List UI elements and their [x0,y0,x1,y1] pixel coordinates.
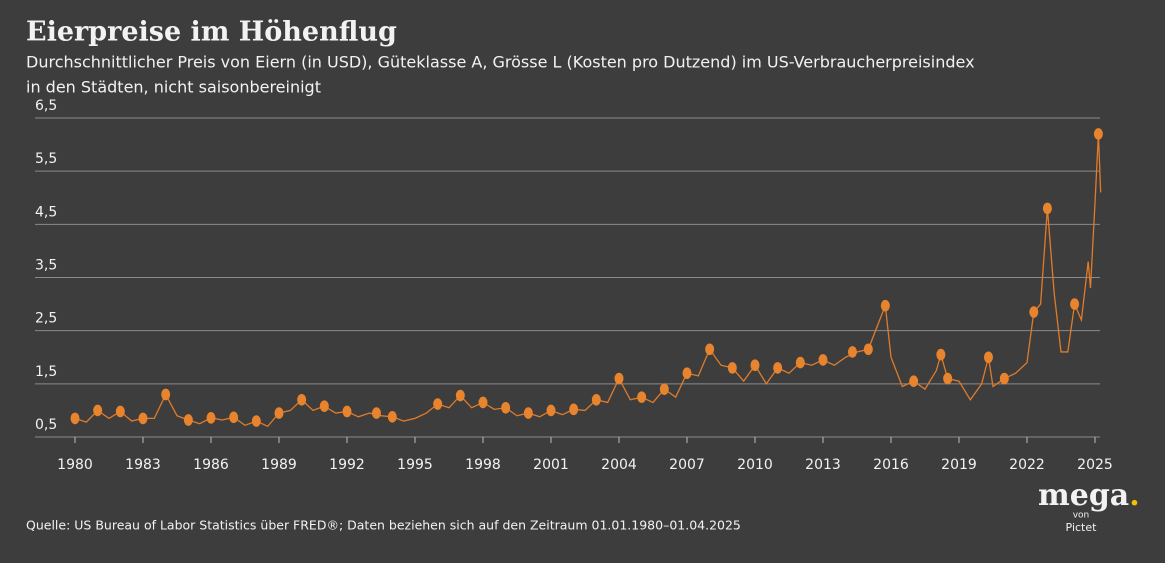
egg-marker [659,383,669,395]
egg-marker [387,410,397,423]
x-tick-label: 2004 [601,457,637,473]
egg-marker [70,412,80,425]
egg-marker [880,299,890,312]
y-tick-label: 2,5 [35,311,57,327]
egg-marker [999,372,1009,385]
y-tick-label: 1,5 [35,364,57,380]
y-tick-label: 6,5 [35,98,57,114]
egg-marker [818,354,828,366]
brand-dot: . [1129,478,1139,513]
y-tick-label: 5,5 [35,151,57,167]
y-tick-label: 0,5 [35,417,57,433]
subtitle: in den Städten, nicht saisonbereinigt [26,78,321,97]
egg-marker [523,407,533,419]
egg-marker [161,388,171,401]
x-tick-label: 2010 [737,457,773,473]
x-tick-label: 1992 [329,457,365,473]
egg-marker [750,359,760,372]
x-tick-label: 2019 [941,457,977,473]
egg-marker [1029,306,1039,318]
y-tick-label: 4,5 [35,204,57,220]
y-tick-label: 3,5 [35,258,57,274]
egg-marker [983,351,993,364]
egg-marker [591,393,601,406]
egg-marker [138,412,148,425]
egg-marker [342,405,352,418]
egg-marker [501,401,511,414]
x-tick-label: 2001 [533,457,569,473]
x-tick-label: 1989 [261,457,297,473]
egg-marker [1070,298,1080,310]
egg-marker [795,356,805,369]
egg-marker [371,407,381,419]
x-tick-label: 1986 [193,457,229,473]
egg-marker [1042,202,1052,215]
egg-marker [455,389,465,402]
egg-marker [274,407,284,419]
egg-marker [569,403,579,416]
x-tick-label: 2022 [1009,457,1045,473]
brand-word: mega [1038,478,1129,513]
egg-marker [705,343,715,356]
egg-marker [614,372,624,385]
egg-marker [863,343,873,356]
egg-marker [183,414,193,426]
x-tick-label: 2025 [1077,457,1113,473]
brand-company: Pictet [1066,521,1098,534]
x-tick-label: 1998 [465,457,501,473]
egg-marker [478,396,488,409]
egg-marker [936,348,946,361]
egg-marker [909,375,919,387]
egg-marker [943,372,953,385]
egg-marker [637,391,647,403]
egg-marker [433,398,443,410]
x-tick-label: 1983 [125,457,161,473]
egg-marker [297,393,307,406]
x-tick-label: 1980 [57,457,93,473]
egg-marker [206,412,216,424]
x-tick-label: 2013 [805,457,841,473]
source: Quelle: US Bureau of Labor Statistics üb… [26,518,741,533]
subtitle: Durchschnittlicher Preis von Eiern (in U… [26,53,975,72]
x-tick-label: 2016 [873,457,909,473]
x-tick-label: 2007 [669,457,705,473]
egg-marker [682,367,692,380]
egg-marker [93,404,103,417]
egg-marker [1093,128,1103,140]
egg-marker [773,362,783,374]
egg-marker [229,411,239,424]
brand-name: mega. [1038,478,1140,513]
egg-marker [251,415,261,427]
x-tick-label: 1995 [397,457,433,473]
chart-title: Eierpreise im Höhenflug [26,17,397,48]
egg-marker [319,400,329,412]
brand-by: von [1073,511,1090,521]
egg-marker [115,405,125,418]
egg-marker [847,346,857,358]
egg-marker [727,362,737,374]
egg-marker [546,404,556,417]
